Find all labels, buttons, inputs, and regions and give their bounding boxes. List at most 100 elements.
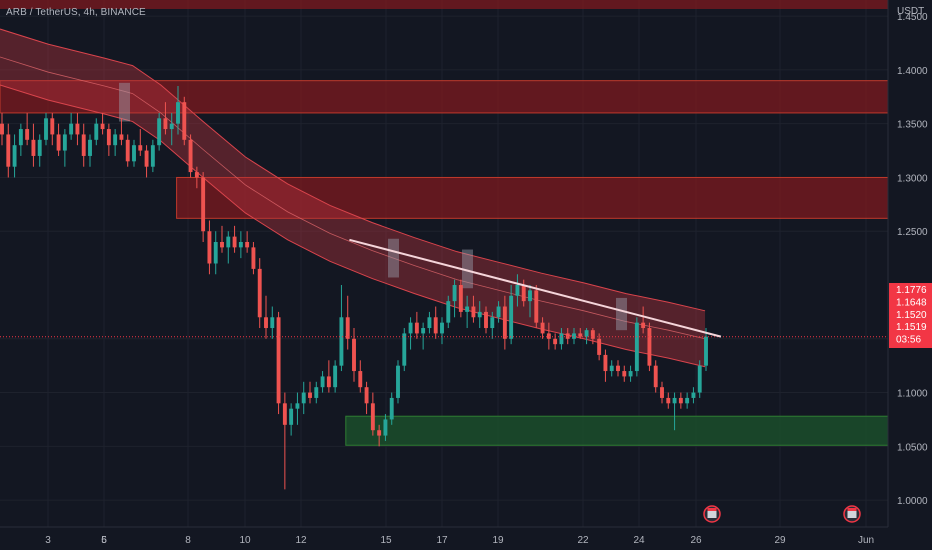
channel-touch-marker [462,249,473,289]
candle-body [75,123,80,135]
candle [490,311,495,339]
candle-body [534,290,539,323]
candle-body [12,145,17,167]
candle-body [94,123,99,140]
candle-body [358,371,363,388]
candle-body [201,177,206,232]
price-badge-label: 1.1520 [896,310,927,321]
candle [647,322,652,372]
candle-body [496,306,501,318]
candle-body [490,317,495,329]
candle [590,328,595,345]
candle-body [377,430,382,436]
candle-body [69,123,74,135]
price-tick-label: 1.3500 [897,120,928,131]
candle [169,112,174,146]
candle-body [270,317,275,329]
candle-body [616,365,620,372]
candle-body [553,338,558,345]
candle-body [226,236,231,248]
candle-body [666,397,671,404]
candle [471,295,476,323]
resistance-zone[interactable] [0,80,889,114]
candle [270,306,275,339]
event-markers[interactable] [703,505,861,523]
candle [333,360,338,393]
candle-body [157,118,162,146]
candle-body [584,330,589,337]
candle [320,371,325,393]
candle-body [628,371,633,377]
candle [132,139,136,167]
candle [603,349,608,382]
price-badge-label: 1.1648 [896,297,927,308]
time-tick-label: 19 [492,535,504,546]
calendar-event-icon[interactable] [703,505,721,523]
candle [188,134,193,178]
candle-body [484,311,488,329]
candle [301,381,306,415]
candle-body [138,145,143,151]
candle [421,322,426,350]
candle-body [182,102,187,140]
candle-body [339,317,344,366]
candle-body [471,306,476,318]
candle-body [697,365,702,393]
candle [477,301,482,329]
candle-body [81,134,86,156]
price-badge-label: 03:56 [896,335,921,346]
candle-body [597,338,602,355]
candle-body [333,365,338,388]
candle [125,134,130,167]
candle-body [465,306,470,312]
candle-body [433,317,438,334]
candle [276,311,281,415]
candle-body [113,134,118,146]
candle [100,112,105,135]
candle-body [245,241,250,248]
candle [697,360,702,398]
candle [622,365,627,382]
candle-body [647,328,652,366]
candle-body [477,311,482,318]
candle [672,392,677,431]
candle-body [396,365,400,398]
candle-body [446,301,451,323]
candle [308,381,312,404]
candle-body [402,333,407,366]
calendar-event-icon[interactable] [843,505,861,523]
time-tick-label: Jun [858,535,874,546]
candle [88,134,92,167]
candle [163,102,168,135]
candle-body [678,397,683,404]
candle [540,317,545,339]
candle [452,279,457,318]
candle [257,258,262,329]
candle [50,112,55,146]
channel-upper [0,28,706,312]
candle-body [0,123,4,135]
price-axis-unit: USDT [897,6,924,17]
price-tick-label: 1.0500 [897,442,928,453]
candle [75,112,80,146]
candle-body [509,295,514,339]
support-zone[interactable] [345,415,889,446]
candle [666,392,671,409]
candle-body [672,397,677,404]
candle-body [6,134,11,167]
candle-body [320,376,325,388]
candle [207,220,212,275]
candle [138,129,143,156]
candle-body [276,317,281,404]
channel-touch-marker [388,238,399,278]
candle [25,112,30,146]
trendline[interactable] [349,238,722,338]
candle [345,295,350,350]
time-axis[interactable]: 3 56 8 10 12 15 17 19 22 24 26 29 Jun [45,535,874,546]
candle [150,139,155,173]
candle [546,322,551,350]
gray-markers [119,82,627,331]
candle-body [502,306,507,339]
candle-body [169,123,174,130]
